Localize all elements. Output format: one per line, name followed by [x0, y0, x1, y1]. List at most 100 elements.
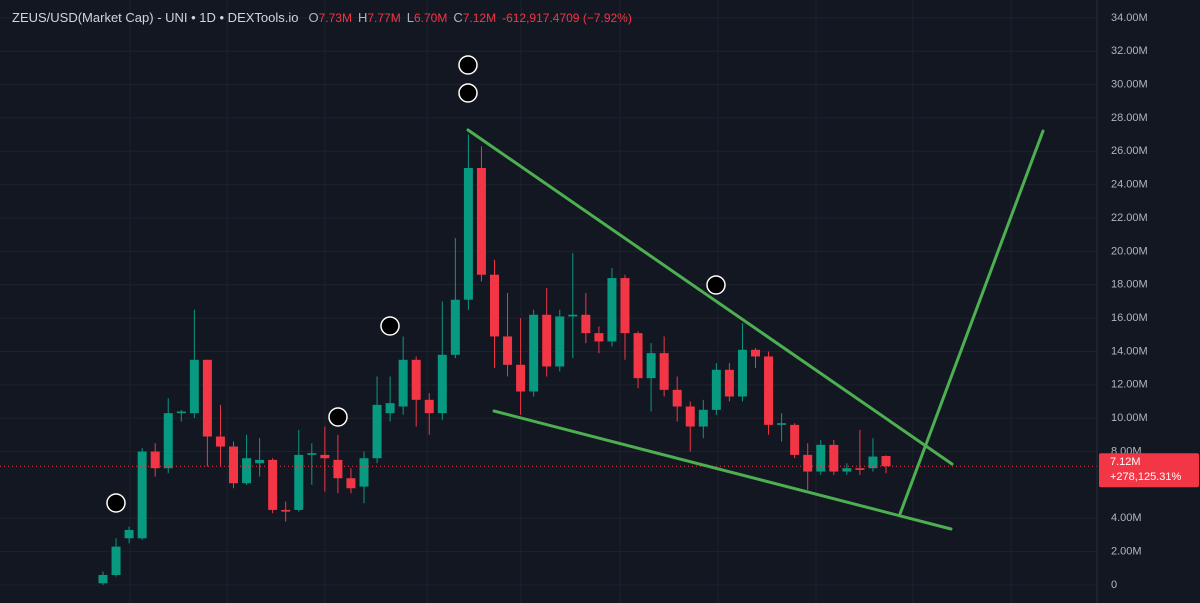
candle-body [359, 458, 369, 487]
event-marker[interactable] [706, 275, 726, 295]
candle-body [124, 529, 134, 539]
candle-body [163, 413, 173, 469]
candle-body [281, 509, 291, 512]
y-tick-label: 2.00M [1111, 546, 1142, 558]
candle-body [516, 364, 526, 392]
candle-body [137, 451, 147, 539]
candle-body [385, 403, 395, 414]
candle-body [790, 424, 800, 455]
candle-body [424, 399, 434, 414]
candle-body [503, 336, 513, 365]
candle-body [737, 349, 747, 397]
candle-body [411, 359, 421, 400]
candle-body [398, 359, 408, 407]
candle-body [764, 356, 774, 425]
candle-body [868, 456, 878, 469]
candle-body [255, 459, 265, 464]
candle-body [829, 444, 839, 472]
candle-body [607, 278, 617, 342]
y-tick-label: 20.00M [1111, 245, 1148, 257]
candle-body [855, 468, 865, 470]
y-tick-label: 32.00M [1111, 45, 1148, 57]
candle-body [189, 359, 199, 414]
ohlc-value: 7.73M [319, 11, 352, 25]
candle-body [724, 369, 734, 397]
candle-body [542, 314, 552, 367]
ohlc-key: C [453, 10, 462, 25]
y-tick-label: 14.00M [1111, 345, 1148, 357]
candle-body [711, 369, 721, 410]
event-marker[interactable] [328, 407, 348, 427]
candle-body [229, 446, 238, 484]
candle-body [490, 274, 499, 337]
y-tick-label: 26.00M [1111, 145, 1148, 157]
candle-body [294, 454, 304, 510]
candle-body [242, 458, 252, 484]
candle-body [881, 456, 891, 467]
vertical-grid [129, 0, 1012, 603]
event-markers [106, 55, 726, 513]
ohlc-value: 7.12M [463, 11, 496, 25]
candle-body [463, 167, 473, 300]
price-tag [1099, 453, 1199, 488]
candle-body [685, 406, 695, 427]
y-tick-label: 30.00M [1111, 78, 1148, 90]
candle-body [581, 314, 591, 334]
lower-trend-line [492, 409, 953, 531]
ohlc-key: H [358, 10, 367, 25]
header: ZEUS/USD(Market Cap) - UNI • 1D • DEXToo… [12, 10, 632, 25]
ohlc-key: L [407, 10, 414, 25]
candle-body [594, 333, 604, 342]
y-tick-label: 34.00M [1111, 12, 1148, 24]
candle-body [450, 299, 460, 355]
y-tick-label: 18.00M [1111, 279, 1148, 291]
candle-body [672, 389, 682, 407]
event-marker[interactable] [380, 316, 400, 336]
candle-body [98, 574, 108, 584]
price-tag-price: 7.12M [1110, 456, 1141, 468]
candle-body [803, 454, 813, 472]
candle-body [307, 453, 317, 455]
ohlc-key: O [309, 10, 319, 25]
candle-body [751, 349, 760, 357]
candle-body [659, 353, 669, 390]
candle-body [333, 459, 343, 479]
candle-body [555, 316, 565, 367]
upper-trend-line [466, 128, 954, 466]
y-tick-label: 12.00M [1111, 379, 1148, 391]
event-marker[interactable] [106, 493, 126, 513]
ohlc-value: 6.70M [414, 11, 447, 25]
candle-body [777, 423, 787, 425]
candle-body [150, 451, 160, 469]
chart-title: ZEUS/USD(Market Cap) - UNI • 1D • DEXToo… [12, 10, 299, 25]
trend-lines [466, 128, 1045, 531]
change-value: -612,917.4709 (−7.92%) [502, 11, 632, 25]
candle-body [842, 468, 852, 472]
y-tick-label: 22.00M [1111, 212, 1148, 224]
y-tick-label: 4.00M [1111, 512, 1142, 524]
plot-area [0, 17, 1097, 586]
event-marker[interactable] [458, 83, 478, 103]
candle-body [111, 546, 121, 575]
y-tick-label: 28.00M [1111, 112, 1148, 124]
candle-body [372, 404, 382, 459]
candle-body [698, 409, 708, 427]
event-marker[interactable] [458, 55, 478, 75]
y-tick-label: 24.00M [1111, 179, 1148, 191]
candle-body [816, 444, 826, 472]
y-tick-label: 0 [1111, 579, 1117, 591]
candle-body [320, 454, 330, 459]
price-tag-change: +278,125.31% [1110, 471, 1181, 483]
candle-body [476, 167, 486, 275]
candle-body [633, 333, 643, 379]
candle-body [268, 459, 278, 510]
candle-body [176, 411, 186, 414]
breakout-projection [898, 129, 1045, 516]
candle-body [202, 359, 212, 437]
y-tick-label: 16.00M [1111, 312, 1148, 324]
candle-body [529, 314, 539, 392]
candle-body [646, 353, 656, 379]
